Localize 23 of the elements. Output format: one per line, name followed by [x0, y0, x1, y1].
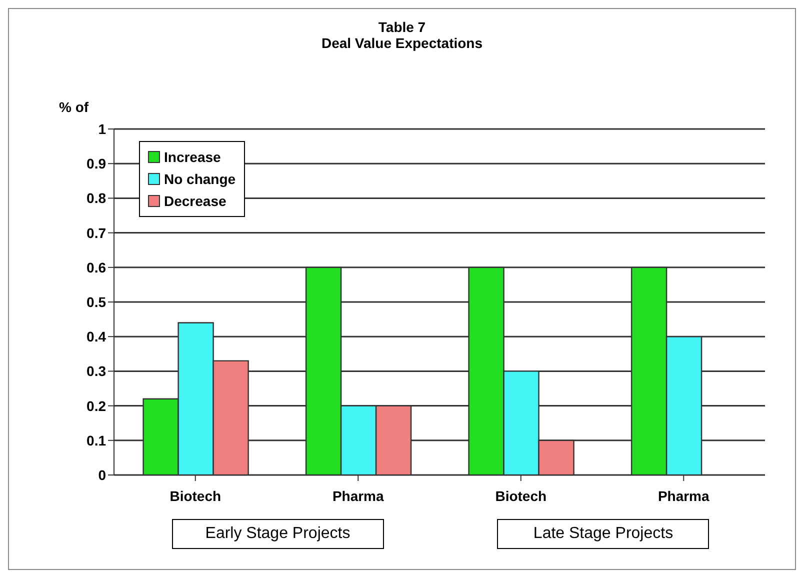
x-tick-label: Biotech	[170, 488, 222, 504]
y-axis-title: % of	[59, 99, 89, 115]
legend-label: Increase	[164, 148, 221, 167]
chart-title: Table 7	[377, 19, 427, 35]
y-tick-label: 0.4	[86, 328, 106, 345]
y-tick-label: 0.6	[86, 259, 106, 276]
x-tick-label: Biotech	[495, 488, 547, 504]
y-tick-label: 0.3	[86, 363, 106, 380]
text: Early Stage Projects	[172, 519, 384, 549]
y-tick-label: 0.9	[86, 156, 106, 172]
text: Late Stage Projects	[497, 519, 710, 549]
chart-subtitle: Deal Value Expectations	[320, 35, 484, 51]
x-tick-label: Pharma	[658, 488, 710, 504]
y-tick-label: 1	[98, 120, 106, 137]
x-tick-label: Pharma	[332, 488, 384, 504]
y-tick-label: 0.7	[86, 224, 106, 241]
y-tick-label: 0	[98, 466, 106, 483]
y-tick-label: 0.1	[86, 432, 106, 448]
y-tick-label: 0.5	[86, 294, 106, 310]
legend-label: Decrease	[164, 192, 226, 211]
legend-label: No change	[164, 170, 236, 189]
y-tick-label: 0.8	[86, 190, 106, 206]
y-tick-label: 0.2	[86, 398, 106, 414]
